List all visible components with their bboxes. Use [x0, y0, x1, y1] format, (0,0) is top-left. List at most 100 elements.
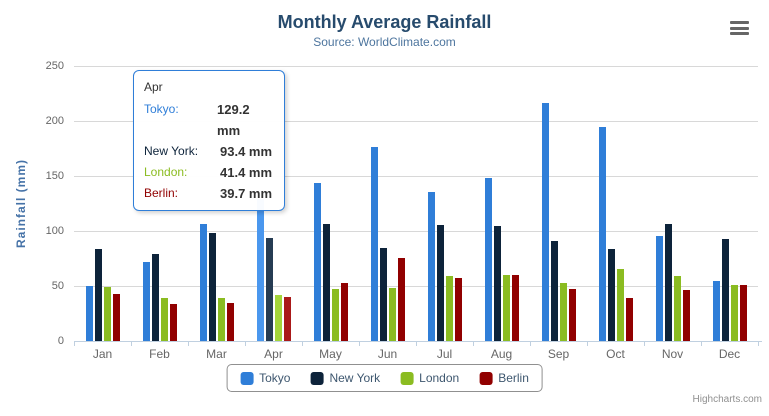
bar-berlin-jan[interactable]: [112, 294, 120, 341]
x-axis-label-jul: Jul: [436, 347, 453, 361]
x-axis-tick: [416, 342, 417, 346]
bar-london-feb[interactable]: [160, 298, 168, 341]
x-axis-line: [74, 341, 762, 342]
bar-london-nov[interactable]: [673, 276, 681, 341]
bar-london-apr[interactable]: [274, 295, 282, 341]
category-group-jan: [74, 66, 131, 341]
x-axis-tick: [359, 342, 360, 346]
bar-tokyo-sep[interactable]: [541, 103, 549, 341]
bar-new-york-oct[interactable]: [607, 249, 615, 341]
legend-label: New York: [329, 371, 381, 385]
y-axis-label-200: 200: [45, 115, 64, 127]
category-group-aug: [473, 66, 530, 341]
bar-berlin-may[interactable]: [340, 283, 348, 341]
bar-berlin-sep[interactable]: [568, 289, 576, 341]
category-group-nov: [644, 66, 701, 341]
x-axis-label-aug: Aug: [490, 347, 513, 361]
tooltip-series-name: London:: [144, 165, 188, 179]
bar-london-jul[interactable]: [445, 276, 453, 341]
legend-item-new-york[interactable]: New York: [310, 371, 380, 385]
gridline-50: [74, 286, 758, 287]
bar-new-york-apr[interactable]: [265, 238, 273, 341]
y-axis-label-250: 250: [45, 60, 64, 72]
export-menu-icon[interactable]: [730, 21, 749, 35]
bar-berlin-mar[interactable]: [226, 303, 234, 341]
x-axis-label-nov: Nov: [661, 347, 684, 361]
bar-berlin-feb[interactable]: [169, 304, 177, 341]
x-axis-label-jun: Jun: [377, 347, 398, 361]
x-axis-label-oct: Oct: [606, 347, 625, 361]
legend-marker-new-york: [310, 371, 324, 385]
tooltip-series-value: 41.4 mm: [220, 165, 273, 180]
tooltip-series-name: New York:: [144, 144, 199, 158]
bar-berlin-dec[interactable]: [739, 285, 747, 341]
legend-item-tokyo[interactable]: Tokyo: [240, 371, 290, 385]
bar-tokyo-feb[interactable]: [142, 262, 150, 341]
y-axis-label-150: 150: [45, 170, 64, 182]
x-axis-label-may: May: [319, 347, 342, 361]
bar-new-york-mar[interactable]: [208, 233, 216, 341]
x-axis-label-dec: Dec: [718, 347, 741, 361]
x-axis-labels: Jan Feb Mar Apr May Jun Jul Aug Sep Oct Nov Dec: [74, 347, 758, 361]
bar-new-york-sep[interactable]: [550, 241, 558, 341]
gridline-100: [74, 231, 758, 232]
x-axis-tick: [301, 342, 303, 346]
bar-berlin-apr[interactable]: [283, 297, 291, 341]
y-axis-label-0: 0: [57, 335, 64, 347]
bar-tokyo-jul[interactable]: [427, 192, 435, 341]
bar-tokyo-mar[interactable]: [199, 224, 207, 341]
x-axis-label-jan: Jan: [92, 347, 113, 361]
bar-london-dec[interactable]: [730, 285, 738, 341]
bar-new-york-feb[interactable]: [151, 254, 159, 341]
bar-london-jan[interactable]: [103, 287, 111, 341]
bar-tokyo-jan[interactable]: [85, 286, 93, 341]
bar-tokyo-oct[interactable]: [598, 127, 606, 341]
category-group-sep: [530, 66, 587, 341]
bar-tokyo-jun[interactable]: [370, 147, 378, 341]
y-axis-label-50: 50: [51, 280, 64, 292]
legend-label: Tokyo: [259, 371, 291, 385]
bar-new-york-jan[interactable]: [94, 249, 102, 341]
plot-area: [74, 66, 762, 346]
bar-london-sep[interactable]: [559, 283, 567, 341]
category-group-may: [302, 66, 359, 341]
bar-new-york-aug[interactable]: [493, 226, 501, 341]
bar-berlin-oct[interactable]: [625, 298, 633, 341]
bar-new-york-nov[interactable]: [664, 224, 672, 341]
legend-item-berlin[interactable]: Berlin: [479, 371, 529, 385]
bar-london-may[interactable]: [331, 289, 339, 341]
tooltip-series-value: 129.2 mm: [217, 102, 250, 138]
bar-berlin-nov[interactable]: [682, 290, 690, 341]
legend-item-london[interactable]: London: [400, 371, 459, 385]
bar-new-york-jun[interactable]: [379, 248, 387, 341]
x-axis-label-mar: Mar: [206, 347, 227, 361]
bar-london-jun[interactable]: [388, 288, 396, 341]
tooltip-row-new-york: New York: 93.4 mm: [144, 141, 274, 162]
bar-berlin-jul[interactable]: [454, 278, 462, 341]
bar-tokyo-apr[interactable]: [256, 199, 264, 341]
bar-tokyo-aug[interactable]: [484, 178, 492, 341]
category-group-jun: [359, 66, 416, 341]
x-axis-tick: [245, 342, 246, 346]
bar-berlin-jun[interactable]: [397, 258, 405, 341]
hamburger-bar: [730, 21, 749, 24]
bar-tokyo-may[interactable]: [313, 183, 321, 341]
bar-new-york-dec[interactable]: [721, 239, 729, 341]
chart-subtitle: Source: WorldClimate.com: [313, 35, 456, 49]
tooltip: Apr Tokyo: 129.2 mm New York: 93.4 mm London…: [133, 70, 285, 211]
x-axis-label-sep: Sep: [547, 347, 570, 361]
tooltip-row-berlin: Berlin: 39.7 mm: [144, 183, 274, 204]
credits-link[interactable]: Highcharts.com: [692, 394, 762, 405]
bar-london-mar[interactable]: [217, 298, 225, 341]
bar-tokyo-nov[interactable]: [655, 236, 663, 341]
gridline-250: [74, 66, 758, 67]
bar-new-york-may[interactable]: [322, 224, 330, 341]
category-group-apr: [245, 66, 302, 341]
bar-tokyo-dec[interactable]: [712, 281, 720, 341]
bar-berlin-aug[interactable]: [511, 275, 519, 341]
bar-london-oct[interactable]: [616, 269, 624, 341]
x-axis-tick: [187, 342, 189, 346]
bar-london-aug[interactable]: [502, 275, 510, 341]
bar-new-york-jul[interactable]: [436, 225, 444, 341]
